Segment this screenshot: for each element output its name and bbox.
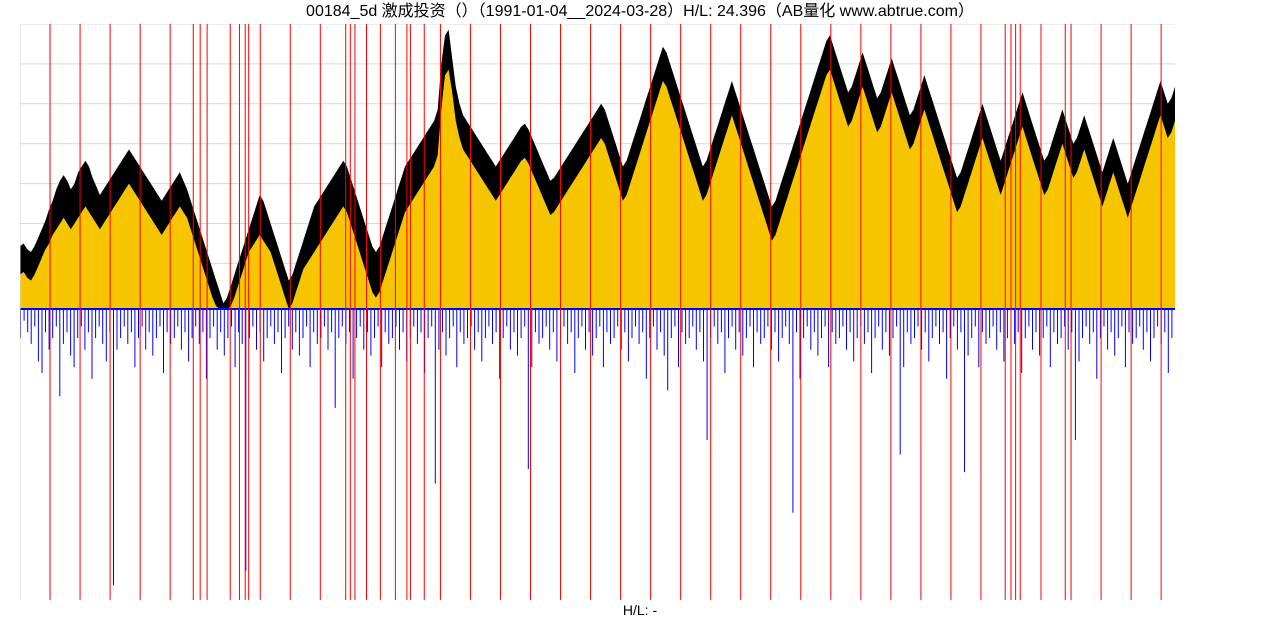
plot-area bbox=[20, 24, 1175, 600]
chart-title: 00184_5d 激成投资（）（1991-01-04__2024-03-28）H… bbox=[0, 0, 1280, 24]
stock-chart: 00184_5d 激成投资（）（1991-01-04__2024-03-28）H… bbox=[0, 0, 1280, 620]
chart-xlabel: H/L: - bbox=[0, 600, 1280, 620]
